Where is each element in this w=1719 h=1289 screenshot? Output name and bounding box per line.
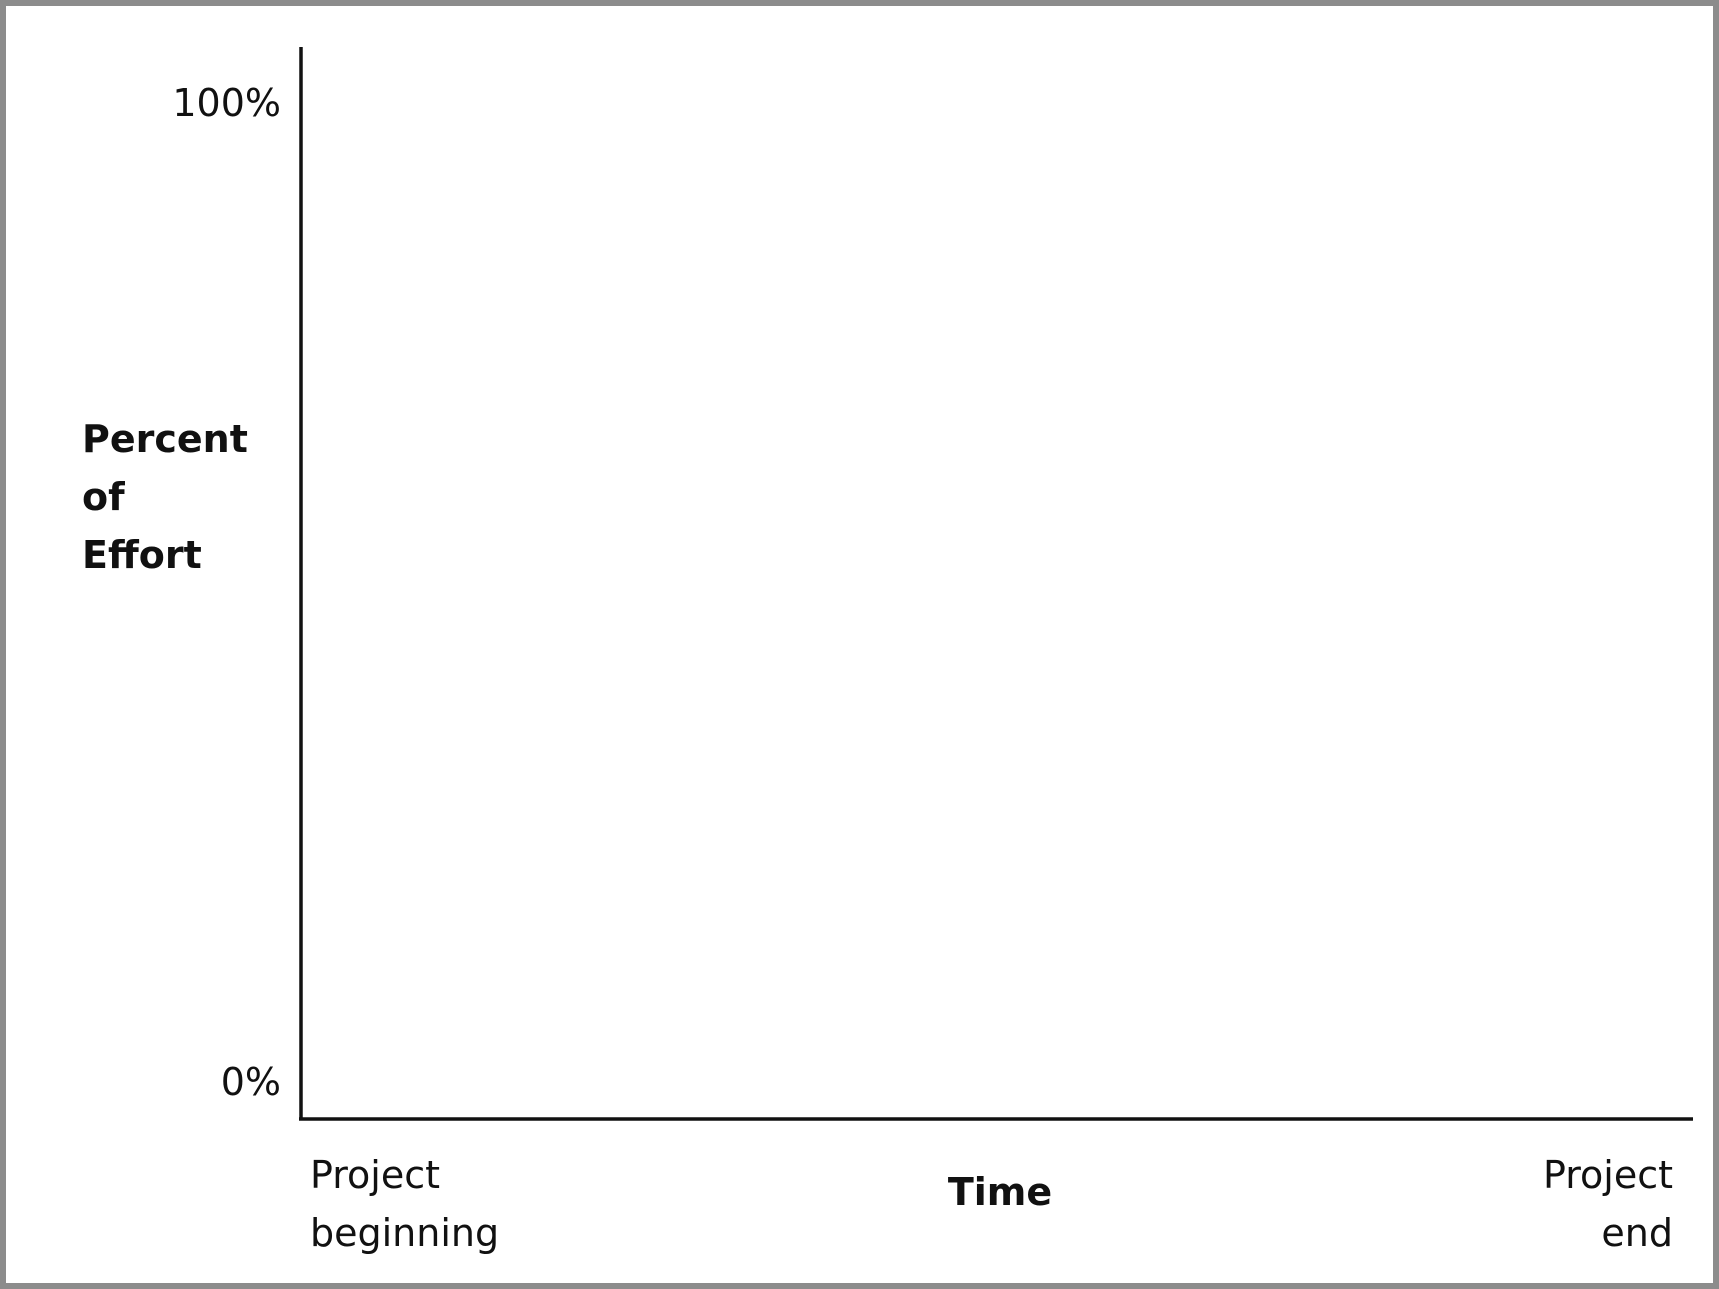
x-start-label-line-1: Project (310, 1153, 440, 1197)
y-axis-label-line-2: of (82, 475, 125, 519)
y-axis-label-line-3: Effort (82, 533, 202, 577)
x-end-label-line-2: end (1601, 1211, 1673, 1255)
y-axis-label-line-1: Percent (82, 417, 248, 461)
x-start-label-line-2: beginning (310, 1211, 499, 1255)
y-tick-label-100: 100% (172, 81, 281, 125)
x-axis-label: Time (948, 1170, 1052, 1214)
y-tick-label-0: 0% (221, 1060, 281, 1104)
x-end-label-line-1: Project (1543, 1153, 1673, 1197)
